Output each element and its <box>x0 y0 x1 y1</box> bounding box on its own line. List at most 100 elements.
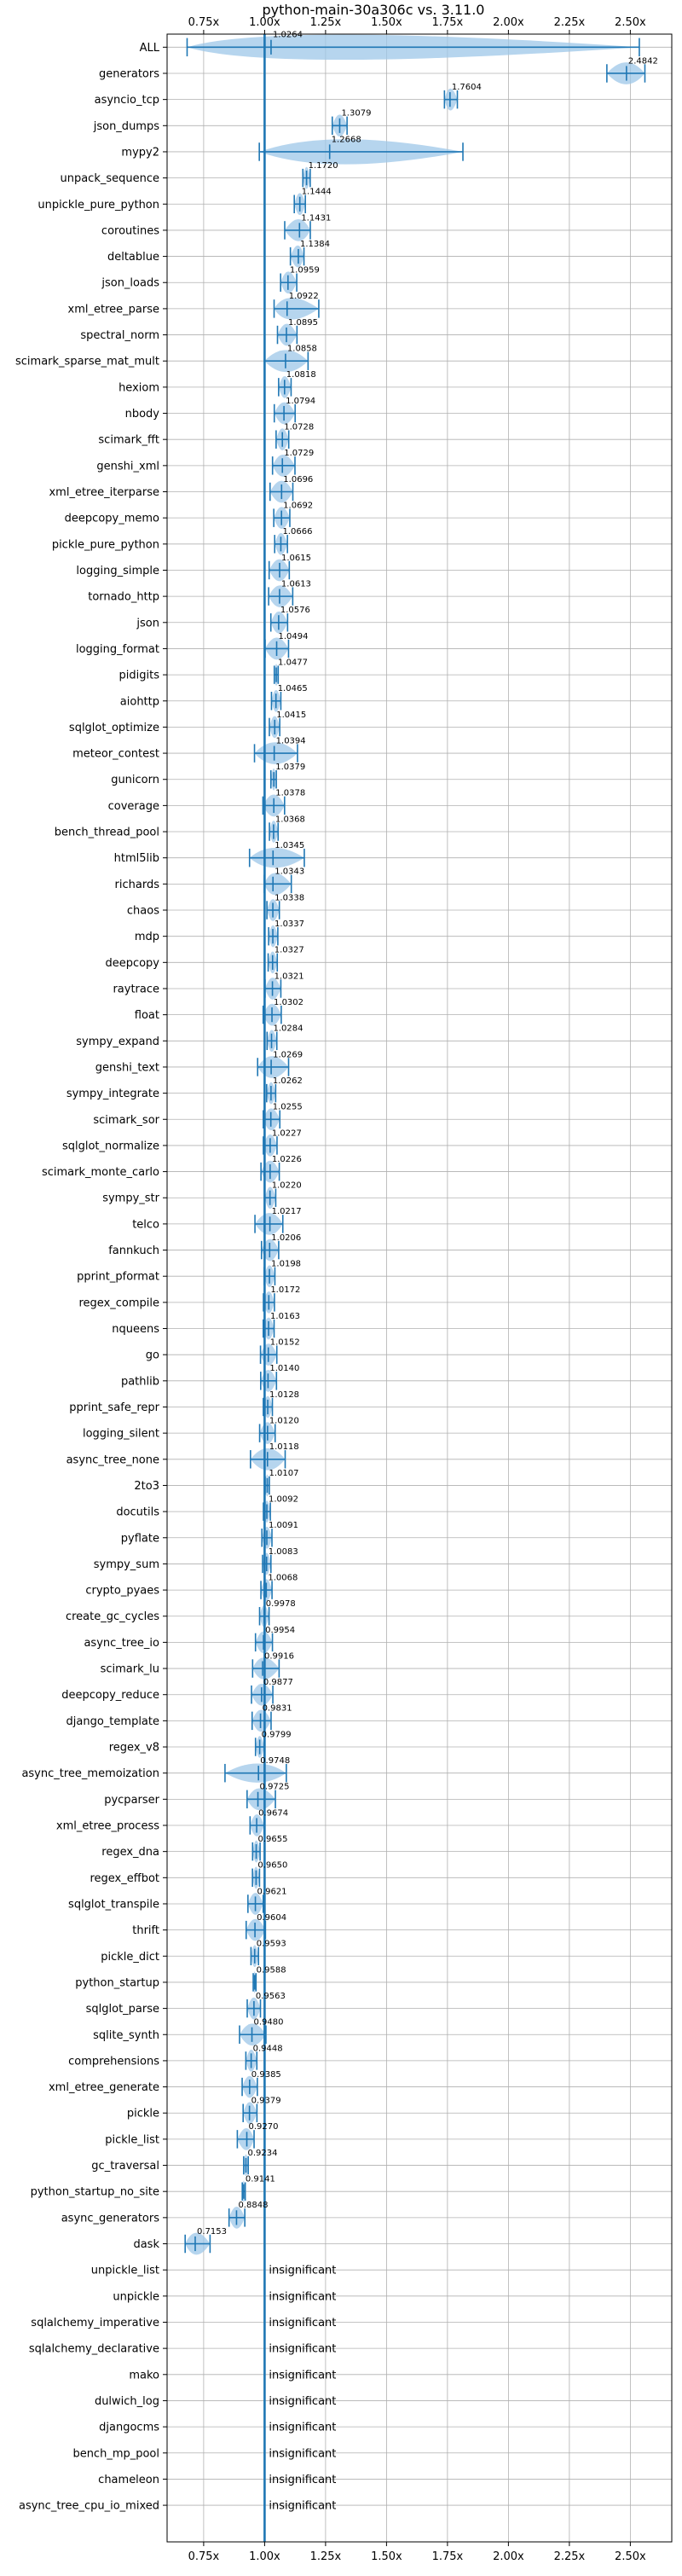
benchmark-label: scimark_sparse_mat_mult <box>15 356 159 368</box>
value-label: 1.7604 <box>452 83 482 92</box>
value-label: 1.0343 <box>275 867 304 877</box>
value-label: 1.3079 <box>341 109 371 119</box>
value-label: 0.9674 <box>258 1808 288 1818</box>
benchmark-label: sqlalchemy_declarative <box>29 2343 159 2356</box>
benchmark-label: pickle <box>127 2108 159 2121</box>
benchmark-label: mypy2 <box>121 146 159 159</box>
benchmark-label: deepcopy_reduce <box>61 1689 159 1702</box>
value-label: 1.0220 <box>272 1181 302 1191</box>
benchmark-label: json_loads <box>101 277 159 290</box>
benchmark-label: pprint_pformat <box>77 1271 159 1284</box>
plot-frame <box>166 33 673 2543</box>
x-tick-label-top: 1.00x <box>249 16 280 29</box>
benchmark-label: nqueens <box>112 1323 159 1336</box>
benchmark-label: sympy_expand <box>76 1036 159 1048</box>
benchmark-label: unpickle_pure_python <box>38 199 159 212</box>
value-label: 1.0302 <box>274 998 303 1007</box>
value-label: 0.9877 <box>263 1678 293 1687</box>
value-label: 1.0172 <box>270 1285 300 1295</box>
value-label: 1.0152 <box>270 1338 300 1348</box>
benchmark-label: deepcopy <box>105 957 159 970</box>
value-label: 1.0107 <box>269 1469 298 1478</box>
benchmark-label: async_generators <box>61 2212 160 2225</box>
value-label: 0.9379 <box>251 2097 281 2106</box>
value-label: 0.9916 <box>264 1651 294 1661</box>
value-label: 1.2668 <box>332 135 361 144</box>
value-label: 1.0163 <box>270 1312 300 1321</box>
x-tick-label-bottom: 1.75x <box>432 2550 464 2563</box>
value-label: 0.9799 <box>262 1730 292 1739</box>
x-tick-label-bottom: 1.25x <box>310 2550 342 2563</box>
benchmark-label: pycparser <box>104 1794 159 1807</box>
value-label: 1.0128 <box>269 1390 299 1400</box>
benchmark-label: pyflate <box>121 1532 159 1545</box>
benchmark-label: sympy_sum <box>94 1558 159 1571</box>
benchmark-label: async_tree_io <box>84 1637 159 1650</box>
benchmark-label: mako <box>129 2369 159 2382</box>
benchmark-label: sympy_str <box>102 1192 159 1205</box>
value-label: 0.9831 <box>263 1704 292 1714</box>
value-label: 0.9725 <box>260 1783 290 1792</box>
benchmark-label: sqlite_synth <box>93 2029 159 2042</box>
benchmark-label: raytrace <box>113 983 159 995</box>
value-label: 1.0922 <box>289 292 319 301</box>
value-label: 1.0227 <box>272 1128 302 1138</box>
value-label: 0.9954 <box>265 1626 295 1635</box>
value-label: 0.9448 <box>253 2044 283 2053</box>
benchmark-label: crypto_pyaes <box>85 1585 159 1598</box>
benchmark-label: regex_v8 <box>109 1742 159 1755</box>
value-label: 1.0198 <box>271 1260 301 1269</box>
benchmark-label: dulwich_log <box>95 2395 159 2408</box>
benchmark-label: scimark_lu <box>101 1663 159 1676</box>
value-label: 0.9593 <box>257 1940 286 1949</box>
benchmark-label: pickle_pure_python <box>52 538 159 551</box>
benchmark-label: docutils <box>116 1506 159 1519</box>
benchmark-label: asyncio_tcp <box>95 94 159 107</box>
value-label: 1.1444 <box>302 188 332 197</box>
benchmark-label: pickle_dict <box>101 1951 159 1964</box>
benchmark-label: pidigits <box>119 670 160 682</box>
value-label: 0.9563 <box>256 1992 286 2001</box>
value-label: 0.9480 <box>254 2018 284 2028</box>
value-label: 0.9978 <box>266 1599 296 1609</box>
value-label: 1.0696 <box>283 475 313 484</box>
benchmark-label: mdp <box>135 931 159 943</box>
value-label: 1.1720 <box>309 161 338 171</box>
benchmark-label: async_tree_none <box>66 1453 159 1466</box>
value-label: 1.0321 <box>275 972 304 981</box>
value-label: 1.0858 <box>287 345 317 354</box>
value-label: 0.9621 <box>257 1887 287 1896</box>
benchmark-label: scimark_fft <box>98 434 159 447</box>
value-label: 0.9588 <box>257 1965 286 1975</box>
benchmark-label: generators <box>99 67 159 80</box>
benchmark-label: hexiom <box>118 381 159 394</box>
x-tick-label-top: 2.00x <box>493 16 524 29</box>
benchmark-label: telco <box>132 1218 159 1231</box>
x-tick-label-top: 0.75x <box>188 16 220 29</box>
benchmark-label: json_dumps <box>93 120 159 133</box>
benchmark-label: django_template <box>66 1715 159 1728</box>
value-label: 1.0368 <box>275 815 305 824</box>
x-tick-label-bottom: 1.50x <box>371 2550 402 2563</box>
x-tick-label-bottom: 0.75x <box>188 2550 220 2563</box>
benchmark-label: sqlglot_optimize <box>69 722 159 734</box>
insignificant-label: insignificant <box>269 2422 336 2434</box>
benchmark-label: go <box>146 1349 159 1362</box>
benchmark-label: regex_effbot <box>90 1872 159 1885</box>
value-label: 1.1431 <box>301 213 331 223</box>
benchmark-label: float <box>135 1009 159 1022</box>
benchmark-label: 2to3 <box>134 1480 159 1493</box>
benchmark-label: aiohttp <box>120 695 159 708</box>
value-label: 0.9748 <box>260 1756 290 1766</box>
benchmark-label: python_startup <box>75 1976 159 1989</box>
grid-layer <box>163 30 672 2546</box>
benchmark-label: async_tree_memoization <box>21 1767 159 1780</box>
value-label: 1.0118 <box>269 1442 299 1452</box>
benchmark-label: nbody <box>125 408 160 421</box>
benchmark-label: comprehensions <box>68 2055 159 2068</box>
benchmark-label: thrift <box>132 1924 159 1937</box>
x-tick-label-top: 1.50x <box>371 16 402 29</box>
benchmark-label: xml_etree_process <box>56 1820 159 1833</box>
value-label: 1.0494 <box>279 632 309 641</box>
